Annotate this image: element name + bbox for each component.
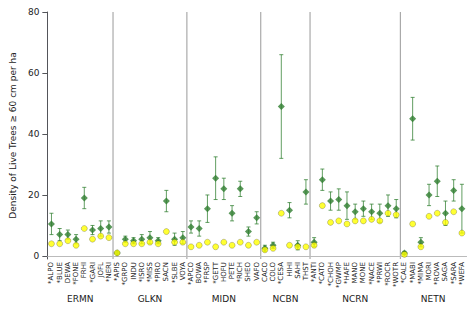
svg-text:SAGA: SAGA: [441, 262, 449, 282]
svg-text:INDU: INDU: [130, 262, 138, 280]
svg-text:HOFU: HOFU: [220, 262, 228, 282]
svg-text:*MABI: *MABI: [409, 262, 417, 283]
svg-text:*NERI: *NERI: [105, 262, 113, 282]
svg-text:*ANTI: *ANTI: [310, 262, 318, 282]
svg-text:DEWA: DEWA: [64, 262, 72, 283]
svg-text:*WOTR: *WOTR: [392, 262, 400, 287]
svg-text:FRHI: FRHI: [80, 262, 88, 278]
svg-text:*GWMP: *GWMP: [335, 262, 343, 288]
svg-text:*ISRO: *ISRO: [138, 262, 146, 283]
svg-text:20: 20: [28, 190, 40, 200]
svg-text:PETE: PETE: [228, 262, 236, 279]
svg-text:*CHOH: *CHOH: [327, 262, 335, 286]
svg-text:*HAFE: *HAFE: [343, 262, 351, 284]
svg-text:*NACE: *NACE: [368, 262, 376, 285]
svg-text:*SLBE: *SLBE: [171, 262, 179, 283]
svg-text:*SARA: *SARA: [450, 262, 458, 284]
svg-text:*WEFA: *WEFA: [458, 262, 466, 285]
svg-text:NCBN: NCBN: [272, 294, 298, 304]
svg-text:HIHI: HIHI: [286, 262, 294, 277]
svg-text:*APIS: *APIS: [113, 261, 121, 281]
svg-text:MANO: MANO: [351, 262, 359, 284]
svg-text:*ROVA: *ROVA: [433, 262, 441, 285]
svg-text:SACN: SACN: [162, 262, 170, 281]
svg-text:*PRWI: *PRWI: [376, 262, 384, 283]
svg-text:*MISS: *MISS: [146, 261, 154, 282]
svg-text:*GETT: *GETT: [212, 261, 220, 284]
svg-text:0: 0: [34, 251, 40, 261]
svg-text:*FRSP: *FRSP: [203, 262, 211, 283]
svg-text:THST: THST: [302, 261, 310, 281]
svg-text:MONE: MONE: [359, 262, 367, 283]
svg-text:*FONE: *FONE: [72, 262, 80, 285]
svg-text:60: 60: [28, 68, 40, 78]
svg-text:SHEO: SHEO: [244, 262, 252, 282]
svg-text:Density of Live Trees ≥ 60 cm: Density of Live Trees ≥ 60 cm per ha: [8, 52, 18, 218]
svg-text:*PIRO: *PIRO: [154, 262, 162, 283]
svg-text:GLKN: GLKN: [138, 294, 163, 304]
svg-text:*ROCR: *ROCR: [384, 262, 392, 286]
svg-text:*APCO: *APCO: [187, 262, 195, 285]
svg-text:*ALPO: *ALPO: [47, 262, 55, 284]
svg-text:*CESA: *CESA: [277, 262, 285, 284]
svg-text:NCRN: NCRN: [342, 294, 368, 304]
svg-text:NETN: NETN: [421, 294, 446, 304]
svg-text:ERMN: ERMN: [67, 294, 93, 304]
svg-text:*CATO: *CATO: [318, 262, 326, 285]
svg-text:*MIMA: *MIMA: [417, 262, 425, 285]
svg-text:MIDN: MIDN: [212, 294, 236, 304]
svg-text:*CALE: *CALE: [400, 262, 408, 284]
svg-text:CACO: CACO: [261, 262, 269, 282]
svg-text:*BLUE: *BLUE: [56, 262, 64, 283]
svg-text:80: 80: [28, 7, 40, 17]
svg-text:SAHI: SAHI: [294, 262, 302, 279]
svg-text:JOFL: JOFL: [97, 262, 105, 279]
svg-text:*RICH: *RICH: [236, 262, 244, 283]
svg-text:*GRPO: *GRPO: [121, 262, 129, 286]
svg-text:40: 40: [28, 129, 40, 139]
svg-text:VOYA: VOYA: [179, 262, 187, 281]
svg-text:COLO: COLO: [269, 262, 277, 282]
svg-text:VAFO: VAFO: [253, 262, 261, 281]
svg-text:*GARI: *GARI: [89, 262, 97, 283]
svg-text:BOWA: BOWA: [195, 262, 203, 284]
svg-text:MORI: MORI: [425, 262, 433, 280]
